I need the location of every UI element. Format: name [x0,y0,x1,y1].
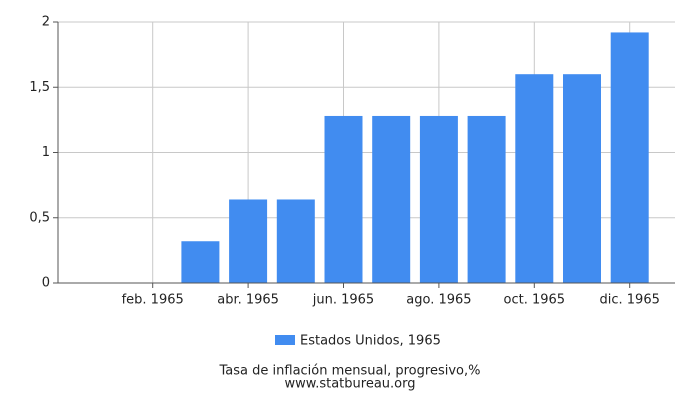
x-tick-label: abr. 1965 [217,293,279,308]
y-tick-label: 0 [42,276,50,291]
bar [372,115,411,284]
y-tick-label: 1 [42,145,50,160]
x-tick-label: feb. 1965 [122,293,184,308]
legend-swatch [275,335,295,345]
bar [419,115,458,284]
bar [563,74,601,283]
caption: Tasa de inflación mensual, progresivo,% [219,364,481,379]
y-tick-label: 0,5 [29,210,50,225]
x-tick-label: dic. 1965 [600,293,660,308]
legend-label: Estados Unidos, 1965 [300,334,441,349]
bar [324,115,363,284]
y-tick-label: 2 [42,15,50,30]
x-tick-label: ago. 1965 [406,293,471,308]
x-tick-label: jun. 1965 [312,293,374,308]
bar [467,115,506,284]
bar [515,74,554,283]
bar [276,199,315,283]
bar [610,32,649,283]
bar [181,241,220,283]
source: www.statbureau.org [285,377,416,392]
bar [229,199,268,283]
y-tick-label: 1,5 [29,80,50,95]
x-tick-label: oct. 1965 [504,293,566,308]
